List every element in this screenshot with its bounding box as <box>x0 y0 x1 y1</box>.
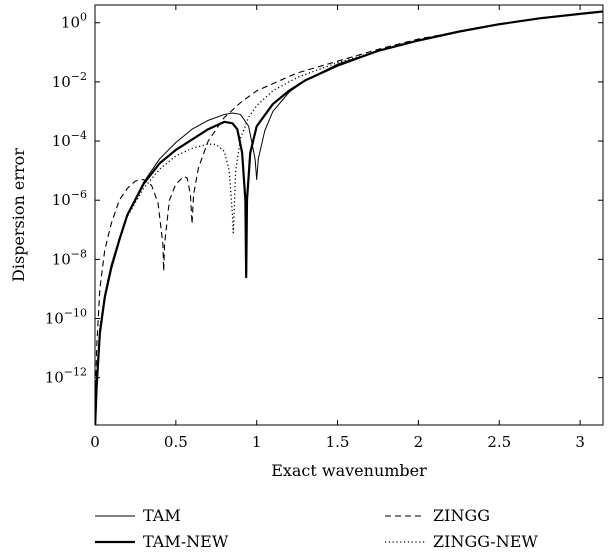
x-axis-label: Exact wavenumber <box>271 461 427 480</box>
series-line-tam-new <box>95 10 603 425</box>
y-tick-exponent: −10 <box>64 307 87 320</box>
y-tick-base: 10 <box>52 191 71 209</box>
y-tick-base: 10 <box>61 14 80 32</box>
series-layer <box>95 10 603 425</box>
x-tick-label: 1.5 <box>326 433 350 451</box>
plot-frame <box>94 4 604 426</box>
y-tick-label: 10−10 <box>45 307 87 328</box>
y-tick-label: 10−2 <box>52 70 87 91</box>
x-tick-label: 2.5 <box>487 433 511 451</box>
x-tick-label: 2 <box>414 433 424 451</box>
series-line-zingg-new <box>95 10 603 414</box>
legend-label-zingg-new: ZINGG-NEW <box>433 532 538 551</box>
y-tick-base: 10 <box>45 369 64 387</box>
x-tick-label: 0 <box>90 433 100 451</box>
legend-label-tam: TAM <box>143 506 181 525</box>
x-tick-label: 3 <box>575 433 585 451</box>
y-tick-exponent: 0 <box>80 11 87 24</box>
legend-label-zingg: ZINGG <box>433 506 490 525</box>
series-line-tam <box>95 11 603 423</box>
y-tick-base: 10 <box>52 73 71 91</box>
y-tick-label: 10−6 <box>52 188 87 209</box>
legend-label-tam-new: TAM-NEW <box>143 532 229 551</box>
y-tick-base: 10 <box>52 132 71 150</box>
y-tick-label: 10−4 <box>52 129 87 150</box>
series-line-zingg <box>95 10 603 417</box>
y-tick-exponent: −2 <box>71 70 87 83</box>
ticks-layer: 0 0.5 1 1.5 2 2.5 310010−210−410−610−810−1010−… <box>45 5 603 451</box>
y-axis-label: Dispersion error <box>9 148 28 282</box>
x-tick-label: 0.5 <box>164 433 188 451</box>
y-tick-exponent: −8 <box>71 247 87 260</box>
y-tick-exponent: −12 <box>64 366 87 379</box>
y-tick-exponent: −4 <box>71 129 87 142</box>
y-tick-label: 10−12 <box>45 366 87 387</box>
y-tick-base: 10 <box>52 250 71 268</box>
legend: TAM TAM-NEW ZINGG ZINGG-NEW <box>95 506 538 551</box>
y-tick-label: 10−8 <box>52 247 87 268</box>
y-tick-label: 100 <box>61 11 87 32</box>
y-tick-exponent: −6 <box>71 188 87 201</box>
y-tick-base: 10 <box>45 310 64 328</box>
x-tick-label: 1 <box>252 433 262 451</box>
